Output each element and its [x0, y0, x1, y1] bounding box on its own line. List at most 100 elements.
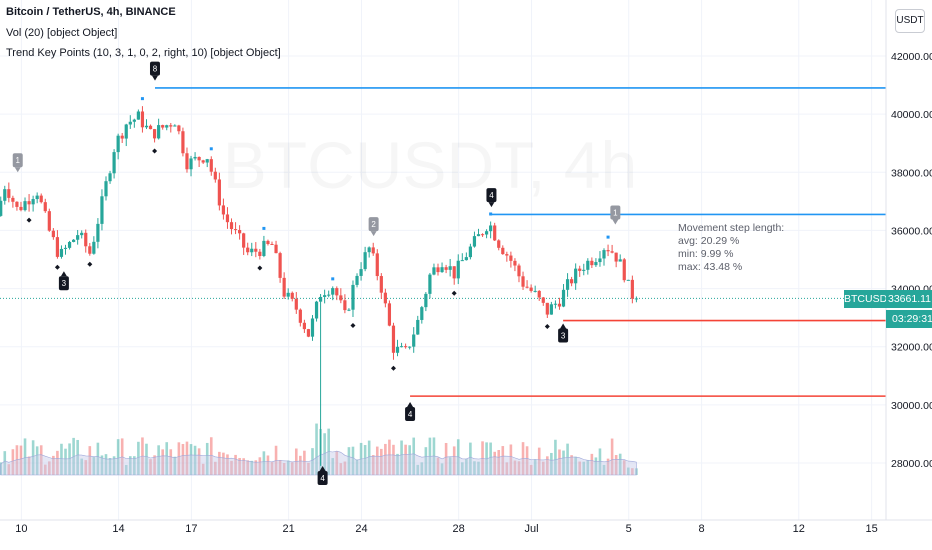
pivot-low-dot	[451, 290, 457, 296]
volume-bar	[250, 460, 254, 475]
key-point-pointer	[560, 323, 567, 329]
candle-body	[238, 229, 242, 234]
candle-body	[278, 253, 282, 278]
candle-body	[27, 201, 31, 205]
candle-body	[578, 268, 582, 271]
key-point-pointer	[151, 75, 158, 81]
trend-key-points-legend[interactable]: Trend Key Points (10, 3, 1, 0, 2, right,…	[6, 47, 281, 59]
volume-bar	[23, 438, 27, 475]
volume-bar	[278, 460, 282, 475]
time-axis-label: 14	[112, 523, 124, 535]
volume-bar	[177, 442, 181, 475]
volume-bar	[104, 454, 108, 475]
volume-bar	[627, 467, 630, 475]
price-axis-label: 38000.00	[891, 167, 932, 179]
volume-bar	[590, 453, 594, 475]
key-point-marker: 1	[12, 153, 23, 173]
volume-legend[interactable]: Vol (20) [object Object]	[6, 27, 118, 39]
volume-bar	[517, 461, 521, 475]
stats-max: max: 43.48 %	[678, 261, 743, 273]
volume-bar	[307, 462, 310, 475]
candle-body	[561, 289, 566, 307]
trend-lines	[0, 87, 886, 397]
candle-body	[318, 296, 323, 302]
volume-bar	[351, 446, 355, 475]
candle-body	[456, 260, 460, 279]
volume-bar	[432, 437, 436, 475]
candle-body	[209, 159, 213, 172]
candle-body	[15, 201, 19, 207]
time-axis-label: 8	[699, 523, 705, 535]
candle-body	[432, 267, 436, 275]
symbol-legend[interactable]: Bitcoin / TetherUS, 4h, BINANCE	[6, 6, 176, 18]
candle-body	[63, 247, 68, 249]
volume-bar	[546, 456, 549, 475]
candle-body	[266, 240, 270, 244]
candle-body	[440, 267, 444, 273]
time-axis-label: 10	[15, 523, 27, 535]
volume-bar	[412, 437, 416, 475]
trend-key-points: 1 3 8 2 4 4 4 3 1	[12, 61, 621, 485]
volume-bar	[582, 461, 586, 475]
candle-body	[399, 346, 404, 348]
candle-body	[306, 329, 311, 337]
volume-bar	[11, 449, 15, 475]
volume-bar	[181, 443, 185, 475]
candle-body	[124, 124, 128, 139]
volume-bar	[108, 458, 112, 475]
candle-body	[229, 222, 234, 230]
time-axis[interactable]: 10 14 17 21 24 28 Jul 5 8 12 15	[0, 519, 932, 535]
volume-bar	[618, 453, 622, 475]
candle-body	[614, 252, 618, 262]
candle-body	[416, 319, 420, 335]
volume-bar	[384, 443, 387, 475]
volume-bar	[185, 441, 189, 475]
currency-unit-button[interactable]: USDT	[895, 9, 925, 33]
volume-bar	[52, 455, 55, 475]
key-point-label: 3	[561, 332, 566, 341]
candle-body	[387, 303, 392, 326]
key-point-badge	[317, 471, 328, 485]
candle-body	[197, 156, 201, 161]
volume-bar	[48, 461, 51, 475]
candle-body	[3, 189, 7, 201]
time-axis-label: 28	[453, 523, 465, 535]
candle-body	[501, 247, 505, 255]
volume-bar	[193, 445, 197, 475]
candle-body	[302, 322, 306, 330]
pivot-low-dot	[257, 265, 263, 271]
volume-bar	[525, 446, 529, 475]
candle-body	[412, 334, 416, 347]
candle-body	[84, 232, 88, 247]
key-point-marker: 3	[558, 323, 569, 343]
key-point-pointer	[612, 219, 619, 225]
candle-body	[602, 250, 606, 259]
candle-body	[177, 125, 181, 132]
volume-bar	[509, 444, 513, 475]
volume-bar	[128, 456, 132, 475]
candle-body	[96, 223, 100, 242]
candle-body	[242, 233, 246, 248]
time-axis-label: 21	[282, 523, 294, 535]
stats-min: min: 9.99 %	[678, 248, 734, 260]
volume-bar	[15, 445, 19, 475]
key-point-badge	[610, 205, 621, 220]
candle-body	[634, 298, 638, 300]
candle-body	[7, 189, 11, 198]
candle-body	[92, 241, 96, 254]
volume-bar	[505, 462, 509, 475]
volume-bar	[209, 437, 213, 475]
volume-bar	[39, 445, 43, 475]
key-point-pointer	[370, 231, 377, 237]
candle-body	[161, 125, 165, 128]
price-axis[interactable]: 28000.0030000.0032000.0034000.0036000.00…	[885, 0, 932, 520]
candle-body	[343, 300, 347, 311]
volume-bar	[238, 457, 241, 475]
volume-bar	[80, 458, 84, 475]
candle-body	[594, 262, 598, 266]
candle-body	[545, 302, 549, 315]
volume-bar	[456, 439, 460, 475]
key-point-pointer	[319, 466, 326, 471]
candle-body	[254, 248, 258, 252]
